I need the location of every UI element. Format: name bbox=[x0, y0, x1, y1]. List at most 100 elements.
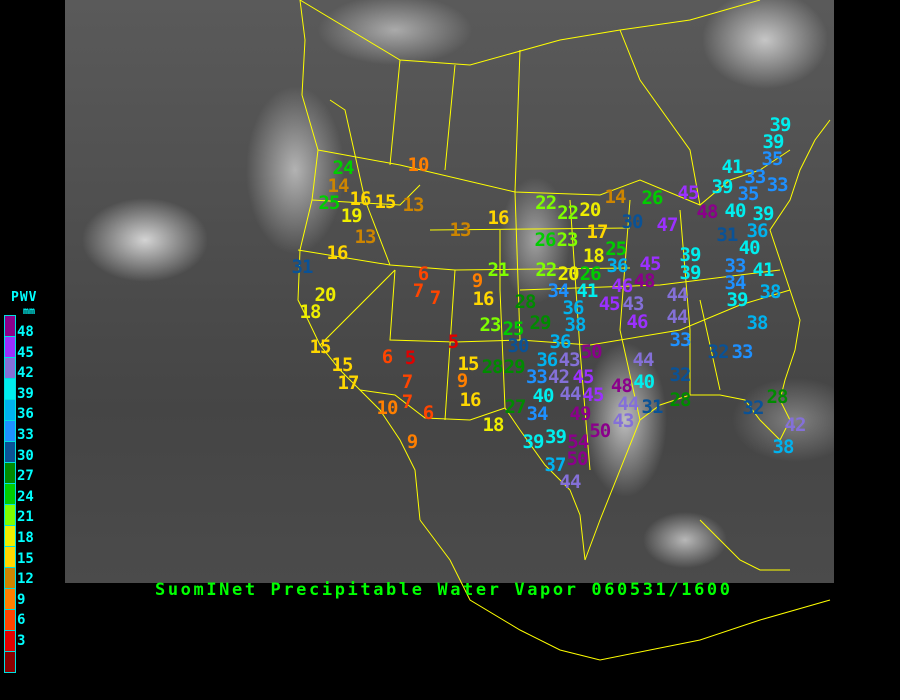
station-pwv-value: 16 bbox=[326, 242, 349, 264]
station-pwv-value: 15 bbox=[457, 352, 480, 375]
station-pwv-value: 19 bbox=[340, 205, 363, 228]
station-pwv-value: 39 bbox=[679, 261, 702, 284]
station-pwv-value: 7 bbox=[401, 391, 413, 413]
station-pwv-value: 44 bbox=[559, 382, 582, 405]
station-pwv-value: 25 bbox=[605, 237, 627, 260]
station-pwv-value: 36 bbox=[562, 297, 585, 320]
legend-color-cell bbox=[5, 589, 15, 610]
station-pwv-value: 6 bbox=[381, 346, 393, 368]
station-pwv-value: 26 bbox=[641, 187, 664, 209]
canada-boundary bbox=[389, 59, 401, 166]
legend-color-cell bbox=[5, 316, 15, 337]
station-pwv-value: 34 bbox=[724, 271, 747, 294]
legend-color-cell bbox=[5, 442, 15, 463]
legend-label: 48 bbox=[17, 324, 34, 340]
border-us-canada bbox=[317, 149, 791, 206]
station-pwv-value: 47 bbox=[656, 214, 679, 236]
station-pwv-value: 9 bbox=[456, 370, 468, 393]
state-line bbox=[514, 191, 521, 341]
station-pwv-value: 44 bbox=[632, 349, 655, 371]
state-line bbox=[311, 184, 421, 206]
station-pwv-value: 35 bbox=[761, 148, 784, 171]
station-pwv-value: 22 bbox=[557, 202, 579, 224]
legend-color-cell bbox=[5, 505, 15, 526]
station-pwv-value: 28 bbox=[669, 389, 692, 411]
station-pwv-value: 31 bbox=[716, 224, 738, 246]
station-pwv-value: 38 bbox=[772, 436, 795, 458]
station-pwv-value: 44 bbox=[666, 284, 689, 306]
station-pwv-value: 45 bbox=[582, 384, 605, 406]
station-pwv-value: 50 bbox=[589, 420, 611, 443]
station-pwv-value: 24 bbox=[332, 157, 355, 180]
station-pwv-value: 25 bbox=[318, 192, 340, 214]
station-pwv-value: 39 bbox=[752, 203, 775, 226]
canada-boundary bbox=[619, 29, 701, 206]
station-pwv-value: 41 bbox=[752, 259, 775, 281]
station-pwv-value: 39 bbox=[769, 114, 792, 137]
station-pwv-value: 41 bbox=[721, 156, 744, 178]
station-pwv-value: 13 bbox=[449, 219, 472, 241]
legend-label: 30 bbox=[17, 447, 34, 464]
station-pwv-value: 33 bbox=[669, 329, 692, 351]
station-pwv-value: 32 bbox=[707, 341, 730, 363]
state-line bbox=[569, 199, 591, 471]
station-pwv-value: 50 bbox=[580, 340, 603, 363]
station-pwv-value: 25 bbox=[502, 317, 525, 340]
legend-label: 18 bbox=[17, 530, 34, 546]
station-pwv-value: 27 bbox=[504, 396, 527, 418]
station-pwv-value: 30 bbox=[621, 211, 644, 233]
station-pwv-value: 39 bbox=[711, 176, 734, 199]
station-pwv-value: 38 bbox=[759, 281, 782, 303]
legend-label: 3 bbox=[17, 633, 26, 649]
station-pwv-value: 21 bbox=[487, 259, 510, 281]
state-line bbox=[297, 249, 631, 271]
legend-label: 21 bbox=[17, 509, 34, 526]
mexico-outline bbox=[419, 519, 831, 661]
station-pwv-value: 5 bbox=[447, 331, 459, 353]
station-pwv-value: 32 bbox=[742, 397, 765, 419]
station-pwv-value: 50 bbox=[566, 448, 589, 471]
legend-color-cell bbox=[5, 463, 15, 484]
station-pwv-value: 42 bbox=[548, 365, 570, 388]
state-line bbox=[519, 269, 781, 291]
station-pwv-value: 18 bbox=[482, 414, 505, 436]
station-pwv-value: 22 bbox=[535, 259, 557, 281]
station-pwv-value: 39 bbox=[522, 431, 545, 453]
mexico-outline bbox=[699, 519, 790, 571]
station-pwv-value: 16 bbox=[349, 187, 372, 210]
station-pwv-value: 36 bbox=[549, 331, 572, 354]
legend-color-cell bbox=[5, 526, 15, 547]
legend-label: 9 bbox=[17, 591, 26, 608]
legend-color-cell bbox=[5, 652, 15, 672]
station-pwv-value: 17 bbox=[337, 372, 360, 394]
station-pwv-value: 29 bbox=[529, 312, 552, 334]
station-pwv-value: 38 bbox=[746, 312, 769, 334]
station-pwv-value: 28 bbox=[514, 291, 537, 313]
station-pwv-value: 26 bbox=[579, 262, 602, 285]
station-pwv-value: 10 bbox=[407, 154, 430, 176]
station-pwv-value: 16 bbox=[459, 389, 482, 411]
station-pwv-value: 33 bbox=[744, 165, 766, 188]
station-pwv-value: 33 bbox=[525, 365, 548, 388]
legend-label: 6 bbox=[17, 612, 26, 629]
station-pwv-value: 39 bbox=[545, 426, 567, 448]
legend-color-cell bbox=[5, 421, 15, 442]
legend-color-cell bbox=[5, 610, 15, 631]
station-pwv-value: 45 bbox=[639, 252, 662, 275]
station-pwv-value: 18 bbox=[299, 301, 322, 323]
station-pwv-value: 33 bbox=[724, 254, 747, 277]
station-pwv-value: 43 bbox=[612, 409, 635, 432]
station-pwv-value: 46 bbox=[611, 275, 633, 298]
legend-label: 27 bbox=[17, 468, 34, 485]
station-pwv-value: 5 bbox=[404, 347, 416, 369]
station-pwv-value: 40 bbox=[724, 199, 747, 222]
legend-color-cell bbox=[5, 400, 15, 421]
station-pwv-value: 31 bbox=[291, 256, 314, 278]
map-title: SuomINet Precipitable Water Vapor 060531… bbox=[155, 580, 733, 600]
station-pwv-value: 42 bbox=[784, 414, 807, 436]
station-pwv-value: 16 bbox=[472, 287, 495, 310]
legend-label: 24 bbox=[17, 488, 34, 505]
station-pwv-value: 36 bbox=[536, 348, 558, 371]
